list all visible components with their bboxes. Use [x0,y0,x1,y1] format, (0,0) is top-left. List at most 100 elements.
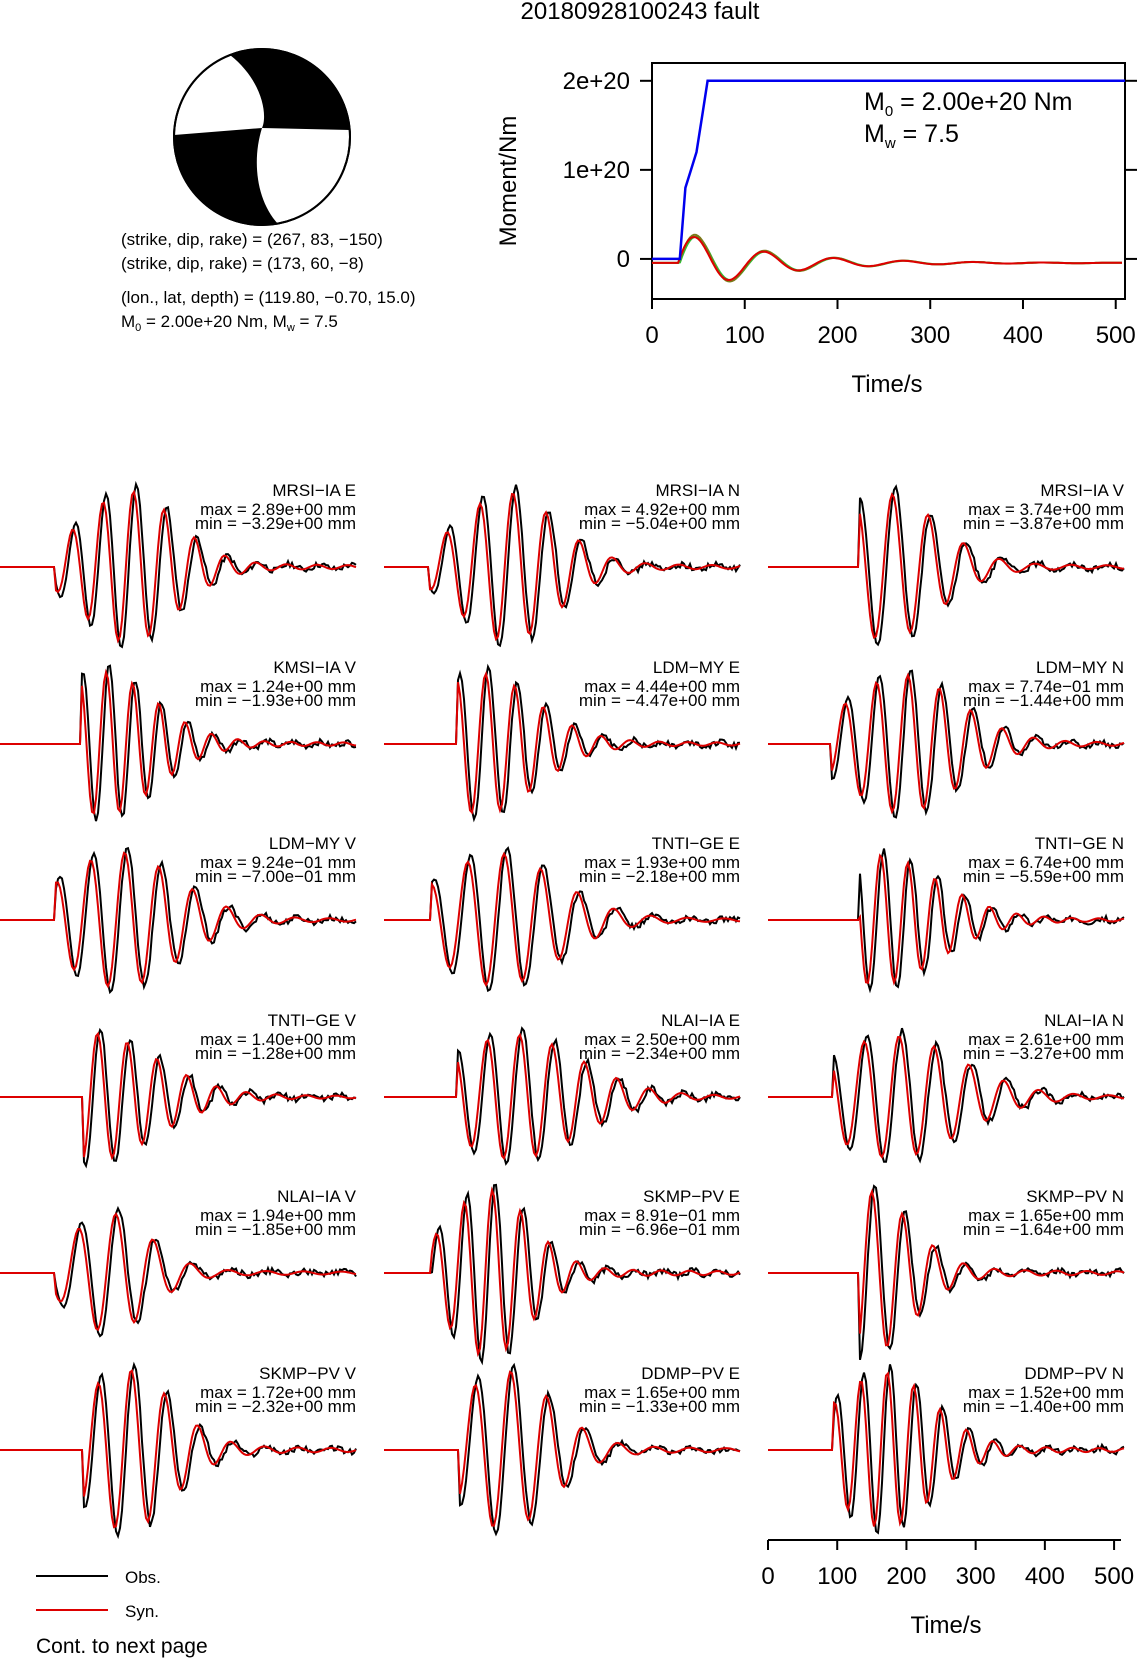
station-label: TNTI−GE E [652,834,740,853]
station-label: LDM−MY V [269,834,357,853]
max-value: max = 1.65e+00 mm [584,1383,740,1402]
bottom-x-tick-label: 300 [956,1563,996,1590]
max-value: max = 2.50e+00 mm [584,1030,740,1049]
bottom-x-tick-label: 100 [817,1563,857,1590]
min-value: min = −5.59e+00 mm [963,867,1124,886]
bottom-x-tick-label: 200 [886,1563,926,1590]
observed-trace [0,480,357,649]
station-label: TNTI−GE V [268,1011,357,1030]
synthetic-trace [768,672,1125,815]
station-label: SKMP−PV N [1026,1187,1124,1206]
moment-y-tick-label: 1e+20 [563,157,630,184]
moment-x-tick-label: 400 [1003,322,1043,349]
min-value: min = −1.44e+00 mm [963,691,1124,710]
synthetic-trace [0,851,357,989]
min-value: min = −2.32e+00 mm [195,1397,356,1416]
max-value: max = 6.74e+00 mm [968,853,1124,872]
station-label: SKMP−PV V [259,1364,357,1383]
bottom-x-tick-label: 0 [761,1563,774,1590]
max-value: max = 2.61e+00 mm [968,1030,1124,1049]
max-value: max = 1.24e+00 mm [200,677,356,696]
moment-x-axis: 0 100 200 300 400 500 [645,299,1136,349]
station-label: KMSI−IA V [273,658,356,677]
moment-y-tick-label: 2e+20 [563,68,630,95]
moment-x-tick-label: 100 [725,322,765,349]
synthetic-trace [384,1370,741,1527]
source-trace [652,235,1122,282]
moment-x-tick-label: 500 [1096,322,1136,349]
mechanism-line-4: M0 = 2.00e+20 Nm, Mw = 7.5 [121,312,338,334]
min-value: min = −6.96e−01 mm [579,1220,740,1239]
max-value: max = 1.52e+00 mm [968,1383,1124,1402]
min-value: min = −1.85e+00 mm [195,1220,356,1239]
station-label: MRSI−IA N [655,481,740,500]
mw-annotation: Mw = 7.5 [864,120,959,152]
synthetic-trace [768,1371,1125,1527]
max-value: max = 3.74e+00 mm [968,500,1124,519]
synthetic-trace [0,1212,357,1332]
moment-rate-plot: 0 1e+20 2e+20 0 100 200 300 400 500 Time/s Mome… [495,62,1137,398]
synthetic-trace [0,668,357,815]
source-trace [652,235,1122,282]
moment-y-axis: 0 1e+20 2e+20 [563,68,1137,273]
station-label: DDMP−PV N [1024,1364,1124,1383]
moment-plot-frame [651,62,1126,300]
source-time-function [652,233,1122,283]
m0-annotation: M0 = 2.00e+20 Nm [864,88,1072,120]
min-value: min = −3.29e+00 mm [195,514,356,533]
station-label: TNTI−GE N [1035,834,1124,853]
min-value: min = −3.87e+00 mm [963,514,1124,533]
min-value: min = −2.34e+00 mm [579,1044,740,1063]
min-value: min = −1.64e+00 mm [963,1220,1124,1239]
synthetic-trace [768,1035,1125,1160]
bottom-x-tick-label: 500 [1094,1563,1134,1590]
moment-y-label: Moment/Nm [495,116,522,247]
station-label: LDM−MY E [653,658,740,677]
station-label: NLAI−IA E [661,1011,740,1030]
bottom-x-tick-label: 400 [1025,1563,1065,1590]
synthetic-trace [0,1031,357,1161]
min-value: min = −1.40e+00 mm [963,1397,1124,1416]
max-value: max = 1.65e+00 mm [968,1206,1124,1225]
legend: Obs. Syn. [36,1568,161,1621]
synthetic-trace [384,1032,741,1161]
moment-x-tick-label: 0 [645,322,658,349]
synthetic-trace [384,1186,741,1358]
moment-x-tick-label: 200 [817,322,857,349]
synthetic-trace [384,851,741,988]
station-label: MRSI−IA V [1040,481,1124,500]
min-value: min = −5.04e+00 mm [579,514,740,533]
max-value: max = 1.40e+00 mm [200,1030,356,1049]
min-value: min = −1.28e+00 mm [195,1044,356,1063]
bottom-x-label: Time/s [910,1612,981,1639]
legend-obs-label: Obs. [125,1568,161,1587]
continue-note: Cont. to next page [36,1635,208,1658]
synthetic-trace [0,1368,357,1529]
mechanism-line-3: (lon., lat, depth) = (119.80, −0.70, 15.… [121,288,416,307]
synthetic-trace [384,492,741,642]
max-value: max = 1.94e+00 mm [200,1206,356,1225]
observed-trace [0,846,357,995]
min-value: min = −2.18e+00 mm [579,867,740,886]
moment-x-tick-label: 300 [910,322,950,349]
max-value: max = 2.89e+00 mm [200,500,356,519]
synthetic-trace [768,492,1125,640]
max-value: max = 4.92e+00 mm [584,500,740,519]
synthetic-trace [768,1188,1125,1347]
max-value: max = 9.24e−01 mm [200,853,356,872]
